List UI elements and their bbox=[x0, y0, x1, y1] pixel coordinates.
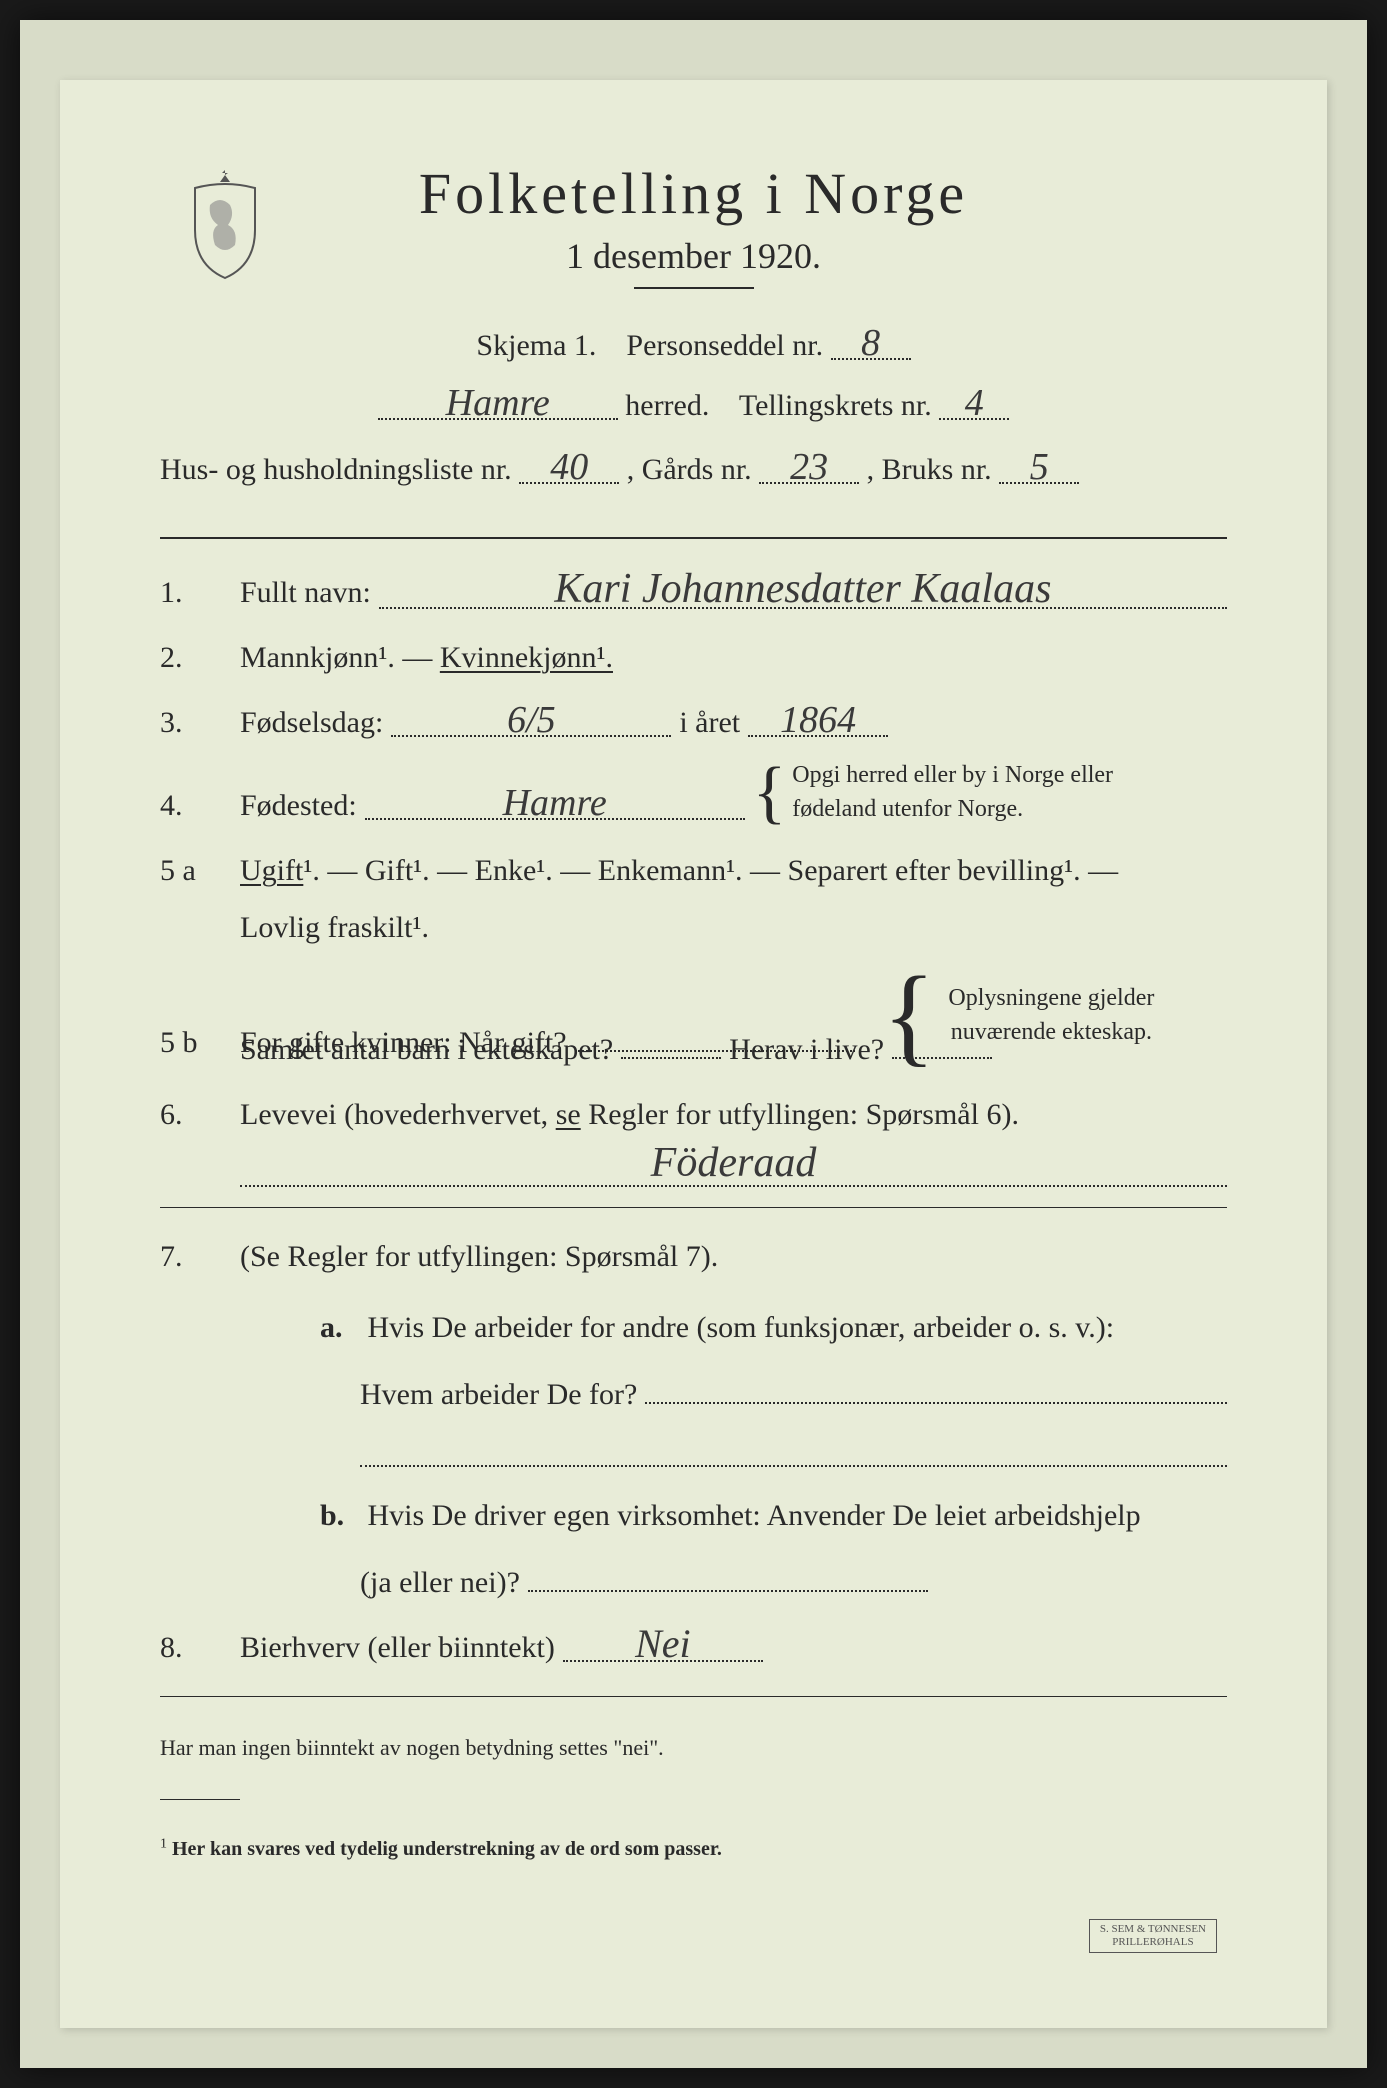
divider-2 bbox=[160, 1207, 1227, 1208]
q1-label: Fullt navn: bbox=[240, 564, 371, 621]
q7b-letter: b. bbox=[320, 1487, 360, 1544]
form-header: Folketelling i Norge 1 desember 1920. Sk… bbox=[160, 160, 1227, 497]
title-rule bbox=[634, 287, 754, 289]
q7a-field bbox=[645, 1402, 1227, 1404]
bruks-nr-field: 5 bbox=[999, 452, 1079, 484]
gards-nr-field: 23 bbox=[759, 452, 859, 484]
q5a-line2: Lovlig fraskilt¹. bbox=[240, 899, 1227, 956]
bruks-label: , Bruks nr. bbox=[867, 453, 992, 486]
q8-value-field: Nei bbox=[563, 1628, 763, 1662]
q5a-num: 5 a bbox=[160, 842, 220, 899]
q6-se: se bbox=[556, 1098, 581, 1131]
question-4: 4. Fødested: Hamre { Opgi herred eller b… bbox=[160, 759, 1227, 834]
q7-label: (Se Regler for utfyllingen: Spørsmål 7). bbox=[240, 1228, 1227, 1285]
q4-value-field: Hamre bbox=[365, 788, 745, 820]
q5b-label3: Herav i live? bbox=[729, 1021, 884, 1078]
q2-num: 2. bbox=[160, 629, 220, 686]
q7a-text2: Hvem arbeider De for? bbox=[360, 1366, 637, 1423]
gards-label: , Gårds nr. bbox=[627, 453, 752, 486]
footnote-2-text: Her kan svares ved tydelig understreknin… bbox=[172, 1838, 722, 1860]
q7b-field bbox=[528, 1590, 928, 1592]
q8-num: 8. bbox=[160, 1619, 220, 1676]
q2-dash: — bbox=[402, 641, 440, 674]
tellingskrets-nr-field: 4 bbox=[939, 388, 1009, 420]
question-2: 2. Mannkjønn¹. — Kvinnekjønn¹. bbox=[160, 629, 1227, 686]
question-5a: 5 a Ugift¹. — Gift¹. — Enke¹. — Enkemann… bbox=[160, 842, 1227, 956]
footnote-2: 1 Her kan svares ved tydelig understrekn… bbox=[160, 1830, 1227, 1868]
q4-num: 4. bbox=[160, 777, 220, 834]
brace-icon: { bbox=[753, 775, 787, 810]
q6-label: Levevei (hovederhvervet, bbox=[240, 1098, 556, 1131]
census-form-page: Folketelling i Norge 1 desember 1920. Sk… bbox=[60, 80, 1327, 2028]
q6-label-after: Regler for utfyllingen: Spørsmål 6). bbox=[581, 1098, 1019, 1131]
herred-name-field: Hamre bbox=[378, 388, 618, 420]
q2-kvinne-label: Kvinnekjønn¹. bbox=[440, 641, 613, 674]
q5b-num: 5 b bbox=[160, 1014, 220, 1071]
q7a-letter: a. bbox=[320, 1299, 360, 1356]
question-7: 7. (Se Regler for utfyllingen: Spørsmål … bbox=[160, 1228, 1227, 1611]
footnote-2-num: 1 bbox=[160, 1836, 167, 1851]
stamp-line2: PRILLERØHALS bbox=[1100, 1936, 1206, 1949]
form-meta-block: Skjema 1. Personseddel nr. 8 Hamre herre… bbox=[160, 319, 1227, 497]
question-1: 1. Fullt navn: Kari Johannesdatter Kaala… bbox=[160, 564, 1227, 621]
q8-label: Bierhverv (eller biinntekt) bbox=[240, 1619, 555, 1676]
personseddel-nr-field: 8 bbox=[831, 328, 911, 360]
q3-year-label: i året bbox=[679, 694, 740, 751]
question-6: 6. Levevei (hovederhvervet, se Regler fo… bbox=[160, 1086, 1227, 1187]
form-subtitle: 1 desember 1920. bbox=[160, 235, 1227, 277]
q5b-label2: Samlet antal barn i ekteskapet? bbox=[240, 1021, 613, 1078]
q4-note: Opgi herred eller by i Norge eller fødel… bbox=[792, 759, 1132, 826]
document-frame: Folketelling i Norge 1 desember 1920. Sk… bbox=[20, 20, 1367, 2068]
q5a-ugift: Ugift bbox=[240, 854, 303, 887]
q2-mann-label: Mannkjønn¹. bbox=[240, 641, 395, 674]
q3-year-field: 1864 bbox=[748, 705, 888, 737]
q7b-text: Hvis De driver egen virksomhet: Anvender… bbox=[368, 1499, 1141, 1532]
q7b-text2: (ja eller nei)? bbox=[360, 1554, 520, 1611]
skjema-label: Skjema 1. bbox=[476, 329, 596, 362]
q3-num: 3. bbox=[160, 694, 220, 751]
herred-label: herred. bbox=[625, 389, 709, 422]
coat-of-arms-icon bbox=[180, 170, 270, 280]
q6-value-field: Föderaad bbox=[240, 1147, 1227, 1187]
husliste-nr-field: 40 bbox=[519, 452, 619, 484]
question-3: 3. Fødselsdag: 6/5 i året 1864 bbox=[160, 694, 1227, 751]
brace-icon-2: { bbox=[883, 988, 936, 1043]
q7a-field-line2 bbox=[360, 1427, 1227, 1467]
question-5b: 5 b For gifte kvinner: Når gift? { Oplys… bbox=[160, 982, 1227, 1078]
q7-num: 7. bbox=[160, 1228, 220, 1285]
q1-value-field: Kari Johannesdatter Kaalaas bbox=[379, 573, 1227, 609]
q1-num: 1. bbox=[160, 564, 220, 621]
q3-label: Fødselsdag: bbox=[240, 694, 383, 751]
stamp-line1: S. SEM & TØNNESEN bbox=[1100, 1923, 1206, 1936]
tellingskrets-label: Tellingskrets nr. bbox=[739, 389, 932, 422]
question-8: 8. Bierhverv (eller biinntekt) Nei bbox=[160, 1619, 1227, 1676]
q5b-note: Oplysningene gjelder nuværende ekteskap. bbox=[941, 982, 1161, 1049]
q3-day-field: 6/5 bbox=[391, 705, 671, 737]
husliste-label: Hus- og husholdningsliste nr. bbox=[160, 453, 512, 486]
personseddel-label: Personseddel nr. bbox=[626, 329, 823, 362]
printer-stamp: S. SEM & TØNNESEN PRILLERØHALS bbox=[1089, 1919, 1217, 1953]
q4-label: Fødested: bbox=[240, 777, 357, 834]
q7a-text: Hvis De arbeider for andre (som funksjon… bbox=[368, 1311, 1115, 1344]
divider-3 bbox=[160, 1696, 1227, 1697]
q5b-live-field bbox=[892, 1057, 992, 1059]
footnote-1: Har man ingen biinntekt av nogen betydni… bbox=[160, 1727, 1227, 1769]
form-title: Folketelling i Norge bbox=[160, 160, 1227, 227]
divider-1 bbox=[160, 537, 1227, 539]
q6-num: 6. bbox=[160, 1086, 220, 1143]
footnote-rule bbox=[160, 1799, 240, 1800]
questions-block: 1. Fullt navn: Kari Johannesdatter Kaala… bbox=[160, 564, 1227, 1868]
q5b-barn-field bbox=[621, 1057, 721, 1059]
